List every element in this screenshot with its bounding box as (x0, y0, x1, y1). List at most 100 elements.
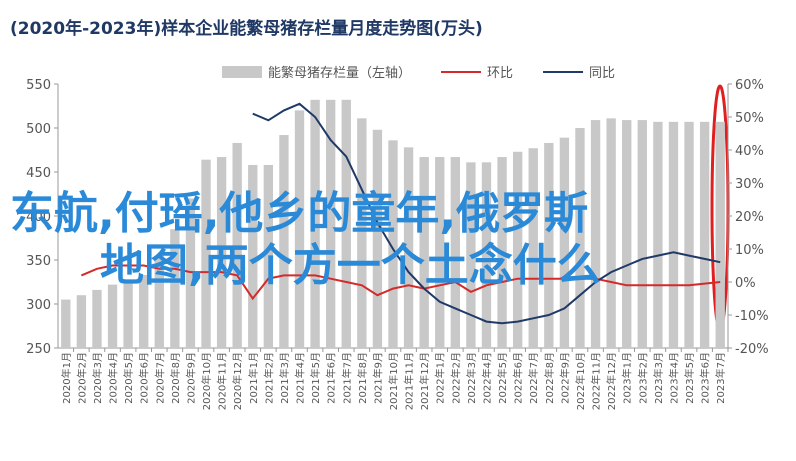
y2-tick-label: 20% (735, 210, 764, 225)
x-tick-label: 2022年11月 (590, 352, 603, 410)
x-tick-label: 2020年10月 (200, 352, 213, 410)
bar (326, 99, 336, 348)
x-tick-label: 2023年4月 (667, 352, 680, 404)
bar (559, 137, 570, 348)
x-tick-label: 2022年9月 (558, 352, 571, 404)
bar (653, 121, 663, 348)
x-tick-label: 2020年7月 (153, 352, 166, 404)
bar (512, 151, 523, 348)
bar (715, 121, 725, 348)
legend-swatch (222, 66, 262, 78)
y2-tick-label: 40% (735, 144, 764, 159)
x-tick-label: 2022年10月 (574, 352, 587, 410)
legend-label: 同比 (589, 66, 615, 81)
x-tick-label: 2020年6月 (138, 352, 151, 404)
bar (185, 198, 196, 348)
bar (123, 280, 133, 348)
x-tick-label: 2022年5月 (496, 352, 509, 404)
y2-tick-label: 30% (735, 177, 764, 192)
x-tick-label: 2022年6月 (512, 352, 525, 404)
y2-tick-label: -10% (735, 309, 769, 324)
x-tick-label: 2021年4月 (294, 352, 307, 404)
bar (372, 129, 383, 348)
annotation: 地图,两个方一个土念什么 (100, 240, 601, 291)
y-tick-label: 350 (26, 254, 51, 269)
annotation: 东航,付瑶,他乡的童年,俄罗斯 (10, 188, 588, 239)
x-tick-label: 2023年5月 (683, 352, 696, 404)
y2-tick-label: -20% (735, 342, 769, 357)
line (80, 264, 721, 301)
x-tick-label: 2023年3月 (652, 352, 665, 404)
bar (310, 99, 320, 348)
x-tick-label: 2022年7月 (527, 352, 540, 404)
bar (92, 289, 102, 348)
x-tick-label: 2022年2月 (449, 352, 462, 404)
x-tick-label: 2020年1月 (60, 352, 73, 404)
bar (232, 142, 242, 348)
x-tick-label: 2020年2月 (75, 352, 88, 404)
x-tick-label: 2020年9月 (184, 352, 197, 404)
bar (403, 147, 414, 348)
bar (606, 118, 616, 348)
x-tick-label: 2020年8月 (169, 352, 182, 404)
x-tick-label: 2023年7月 (714, 352, 727, 404)
x-tick-label: 2021年11月 (403, 352, 416, 410)
x-tick-label: 2022年4月 (480, 352, 493, 404)
x-tick-label: 2020年11月 (216, 352, 229, 410)
x-tick-label: 2020年3月 (91, 352, 104, 404)
x-tick-label: 2022年12月 (605, 352, 618, 410)
bar (263, 164, 274, 348)
y2-tick-label: 50% (735, 111, 764, 126)
x-tick-label: 2023年1月 (621, 352, 634, 404)
bar (668, 121, 679, 348)
y2-tick-label: 60% (735, 78, 764, 93)
bar (61, 299, 71, 348)
x-tick-label: 2021年5月 (309, 352, 322, 404)
bar (216, 157, 227, 348)
bar (170, 229, 180, 348)
x-tick-label: 2021年1月 (247, 352, 260, 404)
y-tick-label: 450 (26, 166, 51, 181)
bar (699, 121, 710, 348)
legend-label: 环比 (487, 66, 513, 81)
bar (279, 135, 289, 348)
bar (357, 118, 367, 348)
x-tick-label: 2021年2月 (262, 352, 275, 404)
x-tick-label: 2020年4月 (107, 352, 120, 404)
x-tick-label: 2022年8月 (543, 352, 556, 404)
bar (154, 255, 164, 348)
chart-title: (2020年-2023年)样本企业能繁母猪存栏量月度走势图(万头) (10, 18, 483, 39)
bar (139, 274, 149, 348)
y-tick-label: 550 (26, 78, 51, 93)
x-tick-label: 2021年6月 (325, 352, 338, 404)
bar (528, 148, 538, 348)
x-tick-label: 2021年12月 (418, 352, 431, 410)
y-tick-label: 300 (26, 298, 51, 313)
bar (248, 164, 258, 348)
bar (201, 159, 211, 348)
bar (419, 157, 429, 348)
bar (575, 128, 585, 348)
x-tick-label: 2022年1月 (434, 352, 447, 404)
y-tick-label: 250 (26, 342, 51, 357)
bar (450, 157, 460, 348)
x-tick-label: 2022年3月 (465, 352, 478, 404)
y-tick-label: 400 (26, 210, 51, 225)
bar (76, 295, 87, 348)
y2-tick-label: 0% (735, 276, 756, 291)
x-tick-label: 2020年5月 (122, 352, 135, 404)
bar (107, 284, 118, 348)
bar (684, 121, 694, 348)
bar (622, 120, 632, 348)
x-tick-label: 2021年7月 (340, 352, 353, 404)
x-tick-label: 2021年8月 (356, 352, 369, 404)
x-tick-label: 2020年12月 (231, 352, 244, 410)
bar (435, 157, 445, 348)
x-tick-label: 2021年10月 (387, 352, 400, 410)
x-tick-label: 2021年9月 (371, 352, 384, 404)
bar (294, 110, 305, 349)
bar (637, 120, 647, 348)
y2-tick-label: 10% (735, 243, 764, 258)
line (252, 102, 721, 325)
